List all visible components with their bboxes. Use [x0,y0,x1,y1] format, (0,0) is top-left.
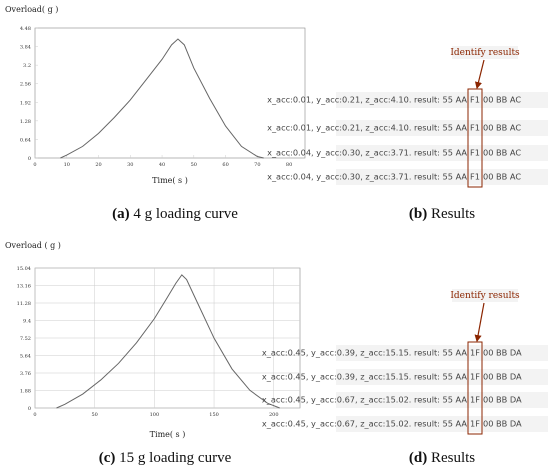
result-suffix: 00 BB DA [483,395,522,405]
annotation: Identify results [450,48,520,58]
y-tick-label: 11.28 [17,301,31,307]
result-row-bg [336,345,548,361]
caption-text: 4 g loading curve [133,206,238,222]
result-suffix: 00 BB AC [483,172,521,182]
x-tick-label: 150 [209,412,219,418]
y-tick-label: 0 [28,156,31,162]
result-suffix: 00 BB DA [483,348,522,358]
caption-text: 15 g loading curve [119,450,231,466]
x-tick-label: 200 [269,412,279,418]
data-line [60,38,264,159]
result-code: F1 [470,148,480,158]
y-tick-label: 7.52 [20,336,31,342]
x-tick-label: 70 [254,162,260,168]
caption: (a) 4 g loading curve [112,206,238,222]
result-row-bg [336,416,548,432]
x-tick-label: 80 [286,162,292,168]
annotation-bg [452,289,518,302]
caption: (d) Results [409,450,475,466]
result-code: F1 [470,95,480,105]
result-code: 1F [470,419,480,429]
annotation-bg [452,46,518,59]
caption-label: (c) [99,450,116,466]
annotation: Identify results [450,291,520,301]
result-prefix: x_acc:0.45, y_acc:0.67, z_acc:15.02. res… [262,395,467,405]
caption-label: (a) [112,206,130,222]
y-tick-label: 1.28 [20,119,31,125]
result-suffix: 00 BB DA [483,372,522,382]
y-tick-label: 2.56 [20,82,31,88]
result-code: F1 [470,123,480,133]
result-row-bg [336,120,548,136]
x-axis-label: Time( s ) [150,430,186,439]
result-prefix: x_acc:0.01, y_acc:0.21, z_acc:4.10. resu… [267,123,467,133]
result-prefix: x_acc:0.04, y_acc:0.30, z_acc:3.71. resu… [267,148,467,158]
x-tick-label: 50 [91,412,97,418]
y-tick-label: 5.64 [20,354,31,360]
x-tick-label: 0 [33,412,36,418]
result-suffix: 00 BB DA [483,419,522,429]
result-code: 1F [470,395,480,405]
caption-text: Results [431,206,475,222]
result-suffix: 00 BB AC [483,123,521,133]
x-tick-label: 30 [127,162,133,168]
annotation-arrow [474,59,485,90]
y-tick-label: 3.2 [23,63,31,69]
result-prefix: x_acc:0.04, y_acc:0.30, z_acc:3.71. resu… [267,172,467,182]
x-tick-label: 20 [95,162,101,168]
result-row-bg [336,145,548,161]
result-suffix: 00 BB AC [483,148,521,158]
result-suffix: 00 BB AC [483,95,521,105]
x-tick-label: 100 [150,412,160,418]
caption: (c) 15 g loading curve [99,450,232,466]
result-prefix: x_acc:0.45, y_acc:0.67, z_acc:15.02. res… [262,419,467,429]
y-tick-label: 3.76 [20,371,31,377]
y-axis-label: Overload ( g ) [5,241,61,250]
plot-area [34,27,306,159]
x-tick-label: 50 [191,162,197,168]
y-tick-label: 1.92 [20,100,31,106]
result-prefix: x_acc:0.45, y_acc:0.39, z_acc:15.15. res… [262,348,467,358]
y-tick-label: 9.4 [23,319,31,325]
y-tick-label: 15.04 [17,266,31,272]
y-tick-label: 4.48 [20,26,31,32]
caption-text: Results [431,450,475,466]
x-tick-label: 60 [222,162,228,168]
result-prefix: x_acc:0.45, y_acc:0.39, z_acc:15.15. res… [262,372,467,382]
y-tick-label: 1.88 [20,389,31,395]
x-tick-label: 40 [159,162,165,168]
result-code: 1F [470,372,480,382]
result-row-bg [336,169,548,185]
annotation-arrow [474,302,485,343]
result-row-bg [336,92,548,108]
result-row-bg [336,369,548,385]
data-line [56,274,280,409]
x-tick-label: 0 [33,162,36,168]
x-axis-label: Time( s ) [152,176,188,185]
y-tick-label: 13.16 [17,284,31,290]
y-tick-label: 0 [28,406,31,412]
result-code: F1 [470,172,480,182]
result-row-bg [336,392,548,408]
y-tick-label: 3.84 [20,45,31,51]
caption-label: (b) [409,206,427,222]
caption-label: (d) [409,450,427,466]
caption: (b) Results [409,206,475,222]
x-tick-label: 10 [64,162,70,168]
y-tick-label: 0.64 [20,137,31,143]
result-prefix: x_acc:0.01, y_acc:0.21, z_acc:4.10. resu… [267,95,467,105]
result-code: 1F [470,348,480,358]
y-axis-label: Overload( g ) [5,5,58,14]
